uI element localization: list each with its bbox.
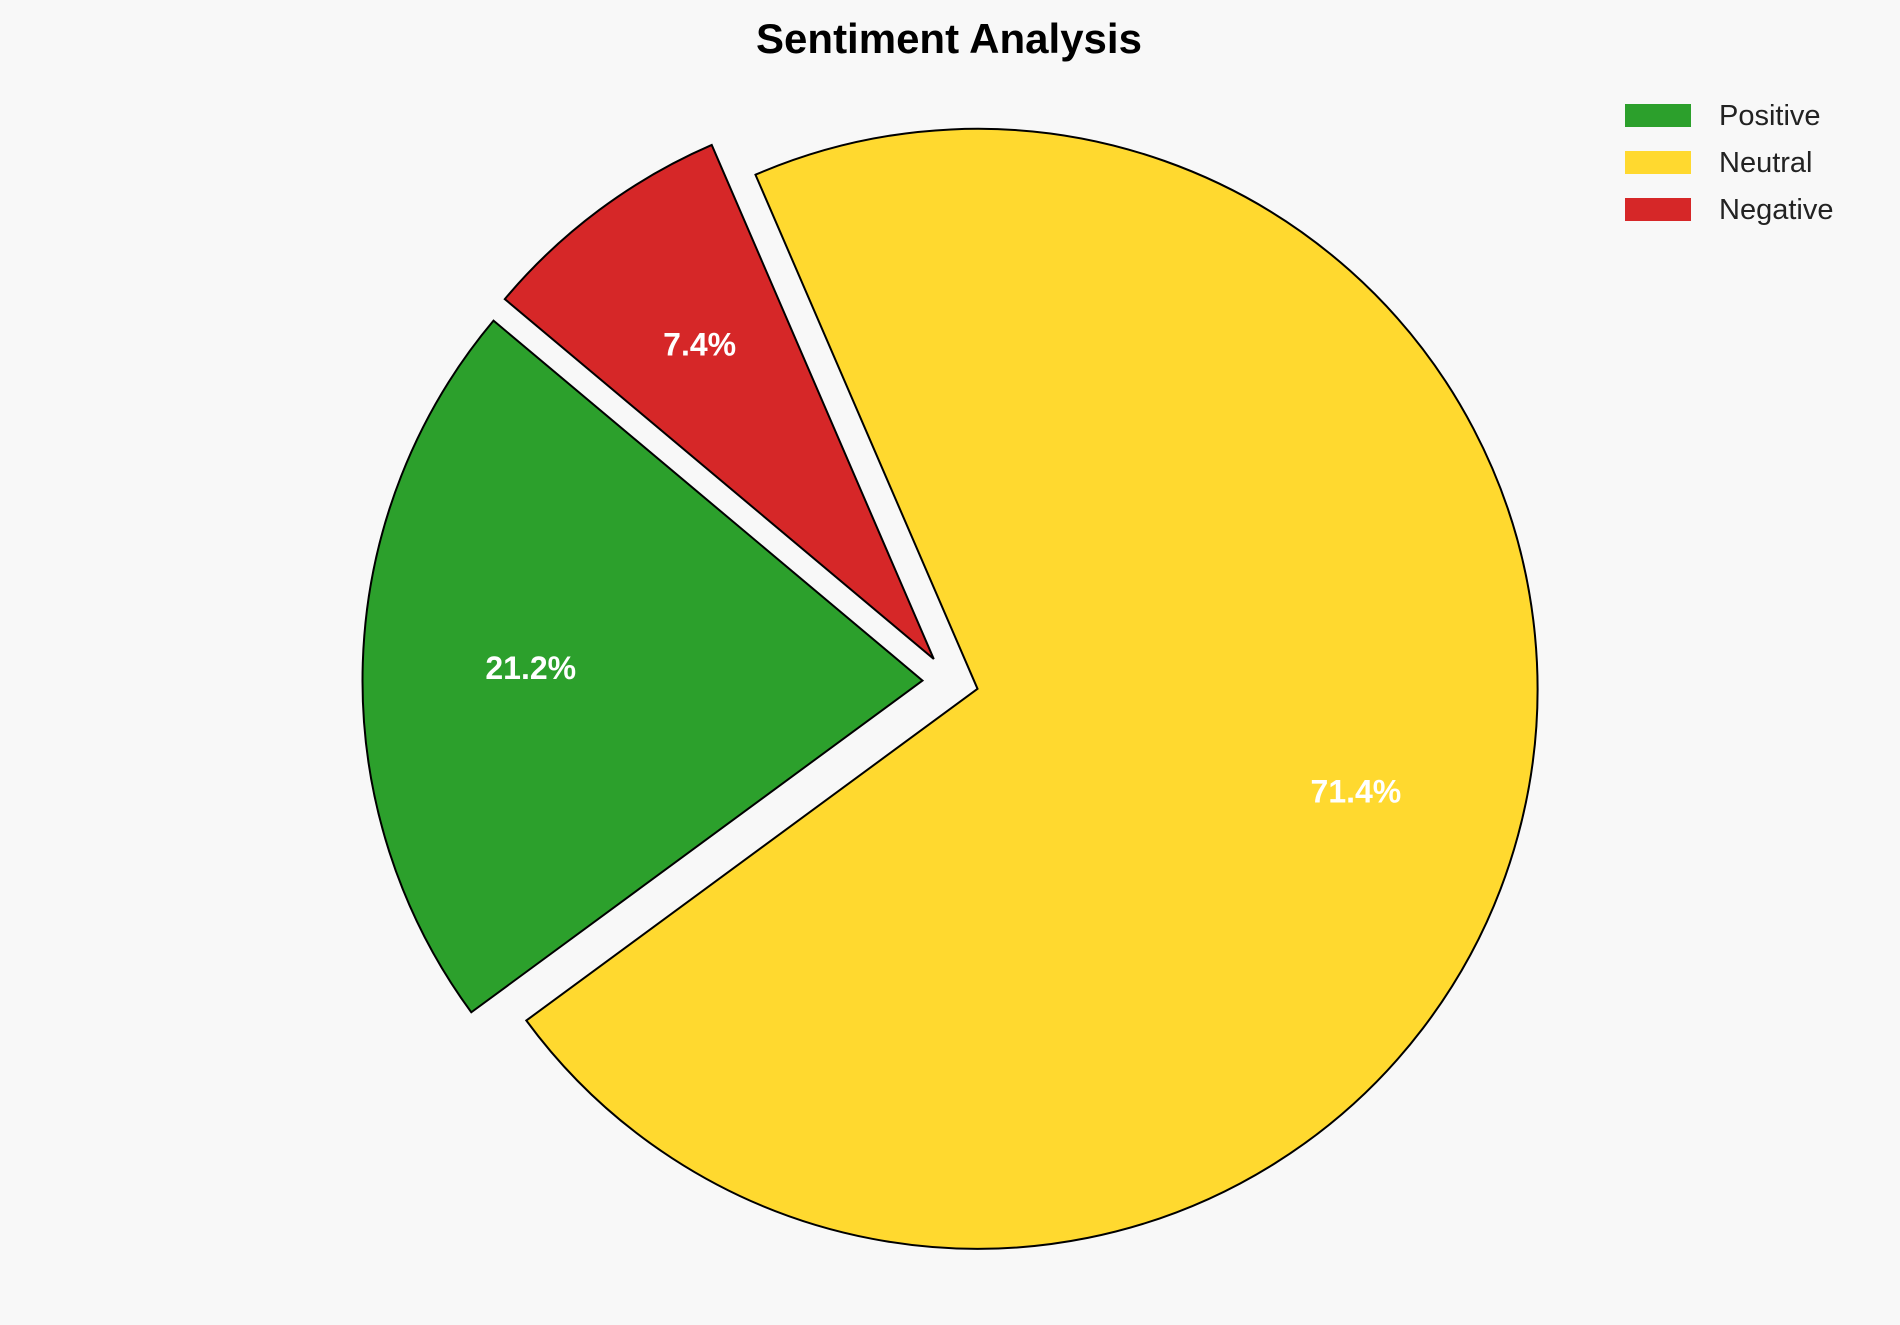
slice-label-neutral: 71.4%: [1311, 773, 1402, 809]
legend-swatch-positive: [1625, 104, 1691, 127]
legend-label-negative: Negative: [1719, 194, 1833, 226]
legend-swatch-negative: [1625, 198, 1691, 221]
pie-slice-positive: [361, 319, 925, 1014]
legend-swatch-neutral: [1625, 151, 1691, 174]
legend-label-neutral: Neutral: [1719, 147, 1813, 179]
slice-label-negative: 7.4%: [663, 327, 736, 363]
pie-slice-negative: [503, 143, 935, 660]
legend: Positive Neutral Negative: [1625, 100, 1833, 226]
slice-label-positive: 21.2%: [485, 650, 576, 686]
chart-title: Sentiment Analysis: [756, 15, 1142, 62]
legend-label-positive: Positive: [1719, 100, 1821, 132]
pie-slice-neutral: [524, 127, 1539, 1250]
